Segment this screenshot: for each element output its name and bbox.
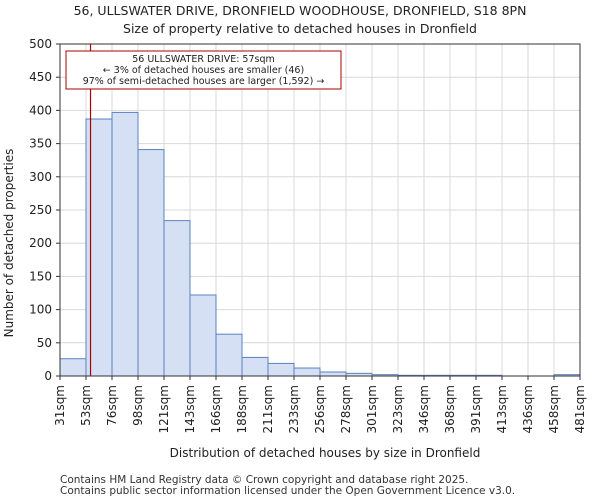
- bar-166sqm: [215, 333, 243, 377]
- x-tick-label-4: 121sqm: [157, 385, 171, 433]
- y-tick-label-6: 300: [29, 170, 52, 184]
- footer-line-1: Contains HM Land Registry data © Crown c…: [60, 474, 468, 486]
- x-tick-label-12: 301sqm: [365, 385, 379, 433]
- x-tick-label-7: 188sqm: [235, 385, 249, 433]
- x-axis-label: Distribution of detached houses by size …: [170, 446, 481, 460]
- annotation-box: [65, 50, 342, 90]
- y-tick-label-8: 400: [29, 103, 52, 117]
- x-tick-label-19: 458sqm: [547, 385, 561, 433]
- x-tick-label-16: 391sqm: [469, 385, 483, 433]
- x-tick-label-13: 323sqm: [391, 385, 405, 433]
- x-tick-label-3: 98sqm: [131, 385, 145, 426]
- x-tick-label-1: 53sqm: [79, 385, 93, 426]
- bar-31sqm: [59, 358, 87, 377]
- x-tick-label-10: 256sqm: [313, 385, 327, 433]
- y-axis-label: Number of detached properties: [2, 149, 16, 338]
- x-tick-label-0: 31sqm: [53, 385, 67, 426]
- x-tick-label-2: 76sqm: [105, 385, 119, 426]
- marker: 56 ULLSWATER DRIVE: 57sqm← 3% of detache…: [65, 44, 342, 376]
- x-tick-label-14: 346sqm: [417, 385, 431, 433]
- y-tick-label-7: 350: [29, 137, 52, 151]
- bar-211sqm: [267, 362, 295, 377]
- bar-188sqm: [241, 356, 269, 377]
- bar-143sqm: [189, 294, 217, 377]
- y-tick-label-2: 100: [29, 303, 52, 317]
- y-tick-label-0: 0: [44, 369, 52, 383]
- bar-76sqm: [111, 111, 139, 377]
- y-ticks: 0 50 100 150 200 250 300 350 400 450 500: [29, 37, 60, 383]
- footer-line-2: Contains public sector information licen…: [60, 485, 515, 497]
- bar-256sqm: [319, 371, 347, 377]
- x-tick-label-9: 233sqm: [287, 385, 301, 433]
- x-ticks: 31sqm 53sqm 76sqm 98sqm 121sqm 143sqm 166sqm 18…: [53, 376, 587, 433]
- x-tick-label-11: 278sqm: [339, 385, 353, 433]
- chart-title: 56, ULLSWATER DRIVE, DRONFIELD WOODHOUSE…: [74, 3, 527, 18]
- y-tick-label-10: 500: [29, 37, 52, 51]
- annotation-larger: 97% of semi-detached houses are larger (…: [83, 76, 325, 87]
- y-tick-label-9: 450: [29, 70, 52, 84]
- x-tick-label-5: 143sqm: [183, 385, 197, 433]
- x-tick-label-15: 368sqm: [443, 385, 457, 433]
- chart-subtitle: Size of property relative to detached ho…: [123, 21, 477, 36]
- bars: [59, 111, 581, 377]
- bar-121sqm: [163, 220, 191, 377]
- annotation-title: 56 ULLSWATER DRIVE: 57sqm: [132, 54, 275, 65]
- x-tick-label-8: 211sqm: [261, 385, 275, 433]
- y-tick-label-1: 50: [37, 336, 52, 350]
- bar-53sqm: [85, 118, 113, 377]
- y-tick-label-4: 200: [29, 236, 52, 250]
- x-tick-label-20: 481sqm: [573, 385, 587, 433]
- x-tick-label-18: 436sqm: [521, 385, 535, 433]
- x-tick-label-17: 413sqm: [495, 385, 509, 433]
- x-tick-label-6: 166sqm: [209, 385, 223, 433]
- annotation-smaller: ← 3% of detached houses are smaller (46): [103, 65, 304, 76]
- bar-98sqm: [137, 149, 165, 377]
- y-tick-label-3: 150: [29, 269, 52, 283]
- y-tick-label-5: 250: [29, 203, 52, 217]
- bar-233sqm: [293, 367, 321, 377]
